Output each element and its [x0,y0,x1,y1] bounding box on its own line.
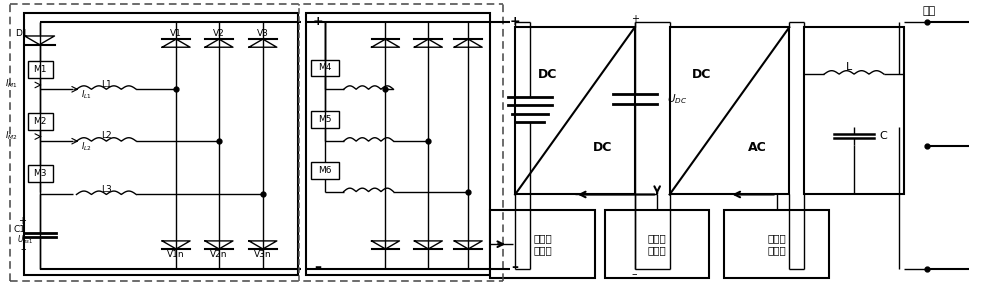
Text: C: C [879,131,887,141]
Text: DC: DC [593,141,612,154]
Text: DC: DC [692,68,712,81]
Text: C1: C1 [14,225,26,234]
Text: L: L [846,62,852,72]
Text: –: – [632,269,638,279]
Bar [28,113,53,130]
Bar [515,27,635,194]
Text: $I_{L2}$: $I_{L2}$ [81,140,92,152]
Bar [804,27,904,194]
Text: V3n: V3n [254,250,272,259]
Text: L2: L2 [101,132,112,141]
Text: V1n: V1n [167,250,185,259]
Text: –: – [314,260,321,274]
Text: –: – [20,244,26,254]
Bar [24,13,298,275]
Bar [490,210,595,278]
Bar [311,162,339,179]
Bar [311,111,339,128]
Text: 逆变并
网控制: 逆变并 网控制 [767,233,786,255]
Text: +: + [18,216,26,226]
Text: L1: L1 [101,80,112,88]
Text: M4: M4 [318,63,331,72]
Text: –: – [512,260,519,274]
Text: 电网: 电网 [922,6,935,17]
Text: +: + [510,15,520,28]
Text: V2: V2 [213,29,225,38]
Text: AC: AC [748,141,766,154]
Text: M5: M5 [318,115,331,124]
Text: $I_{L1}$: $I_{L1}$ [81,88,92,101]
Text: +: + [631,14,639,24]
Text: 阵列补
偿控制: 阵列补 偿控制 [533,233,552,255]
Text: +: + [312,15,323,28]
Text: L3: L3 [101,185,112,194]
Text: $U_{ps1}$: $U_{ps1}$ [17,233,34,246]
Text: V2n: V2n [210,250,228,259]
Text: $I_{M1}$: $I_{M1}$ [5,77,18,90]
Bar [28,165,53,182]
Text: $I_{M2}$: $I_{M2}$ [5,129,18,142]
Text: M1: M1 [33,65,47,74]
Text: DC: DC [538,68,557,81]
Bar [670,27,789,194]
Text: V3: V3 [257,29,269,38]
Bar [28,61,53,78]
Text: M6: M6 [318,166,331,175]
Bar [724,210,829,278]
Bar [605,210,709,278]
Text: V1: V1 [170,29,182,38]
Text: D1: D1 [15,29,28,38]
Text: $U_{DC}$: $U_{DC}$ [667,93,687,106]
Text: M3: M3 [33,169,47,178]
Bar [311,60,339,76]
Text: 直流电
压控制: 直流电 压控制 [648,233,667,255]
Text: M2: M2 [33,117,47,126]
Bar [306,13,490,275]
